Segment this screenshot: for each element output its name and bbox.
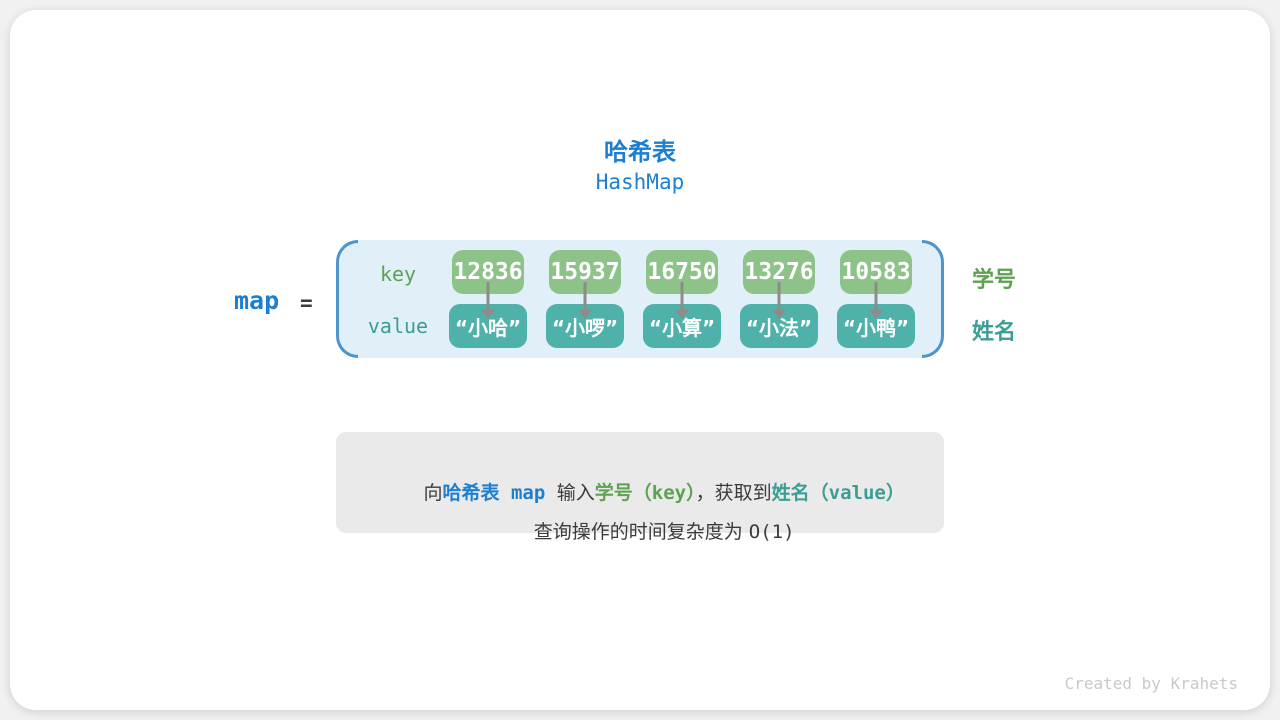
arrow-line bbox=[777, 282, 781, 311]
explanation-line-1: 向哈希表 map 输入学号（key），获取到姓名（value） bbox=[336, 456, 944, 527]
value-row-label: value bbox=[367, 314, 429, 338]
left-bracket bbox=[336, 240, 358, 358]
key-box: 12836 bbox=[452, 250, 524, 294]
key-box: 10583 bbox=[840, 250, 912, 294]
map-entry-column: 15937 “小啰” bbox=[546, 240, 624, 358]
map-entry-column: 16750 “小算” bbox=[643, 240, 721, 358]
key-to-value-arrow-icon bbox=[772, 282, 786, 320]
arrow-line bbox=[583, 282, 587, 311]
key-to-value-arrow-icon bbox=[869, 282, 883, 320]
key-to-value-arrow-icon bbox=[675, 282, 689, 320]
note-segment-student-id: 学号 bbox=[594, 482, 633, 504]
note-segment-name: 姓名 bbox=[771, 482, 810, 504]
note-segment: ，获取到 bbox=[695, 482, 772, 504]
entry-columns: 12836 “小哈” 15937 “小啰” 16750 bbox=[449, 240, 915, 358]
explanation-box: 向哈希表 map 输入学号（key），获取到姓名（value） 查询操作的时间复… bbox=[336, 432, 944, 543]
map-entry-column: 10583 “小鸭” bbox=[837, 240, 915, 358]
value-box: “小哈” bbox=[449, 304, 527, 348]
arrow-line bbox=[874, 282, 878, 311]
title-chinese: 哈希表 bbox=[604, 138, 676, 166]
arrow-line bbox=[680, 282, 684, 311]
note-segment-key-code: （key） bbox=[632, 482, 696, 504]
arrow-line bbox=[486, 282, 490, 311]
explanation-line-2: 查询操作的时间复杂度为 O(1) bbox=[336, 495, 944, 566]
name-side-label: 姓名 bbox=[972, 320, 1017, 345]
student-id-side-label: 学号 bbox=[972, 268, 1017, 293]
equals-sign: = bbox=[300, 291, 313, 315]
note-segment-hashmap: 哈希表 bbox=[442, 482, 500, 504]
key-to-value-arrow-icon bbox=[481, 282, 495, 320]
hashmap-container: key value 12836 “小哈” 15937 bbox=[336, 240, 944, 358]
note-segment-map-code: map bbox=[499, 482, 557, 504]
map-entry-column: 12836 “小哈” bbox=[449, 240, 527, 358]
arrow-head bbox=[869, 310, 883, 319]
note-segment: 输入 bbox=[556, 482, 595, 504]
diagram-card: 哈希表 HashMap map = key value 12836 “小哈” 1… bbox=[10, 10, 1270, 710]
arrow-head bbox=[772, 310, 786, 319]
note-segment: 查询操作的时间复杂度为 bbox=[533, 521, 749, 543]
key-row-label: key bbox=[379, 262, 417, 286]
note-segment-value-code: （value） bbox=[809, 482, 905, 504]
value-box: “小鸭” bbox=[837, 304, 915, 348]
arrow-head bbox=[675, 310, 689, 319]
map-entry-column: 13276 “小法” bbox=[740, 240, 818, 358]
arrow-head bbox=[578, 310, 592, 319]
credit-text: Created by Krahets bbox=[1064, 674, 1238, 693]
title-english: HashMap bbox=[595, 170, 685, 194]
arrow-head bbox=[481, 310, 495, 319]
map-variable-label: map bbox=[234, 286, 280, 315]
note-segment-complexity-code: O(1) bbox=[748, 521, 795, 543]
key-box: 16750 bbox=[646, 250, 718, 294]
right-bracket bbox=[922, 240, 944, 358]
value-box: “小啰” bbox=[546, 304, 624, 348]
note-segment: 向 bbox=[423, 482, 443, 504]
key-to-value-arrow-icon bbox=[578, 282, 592, 320]
